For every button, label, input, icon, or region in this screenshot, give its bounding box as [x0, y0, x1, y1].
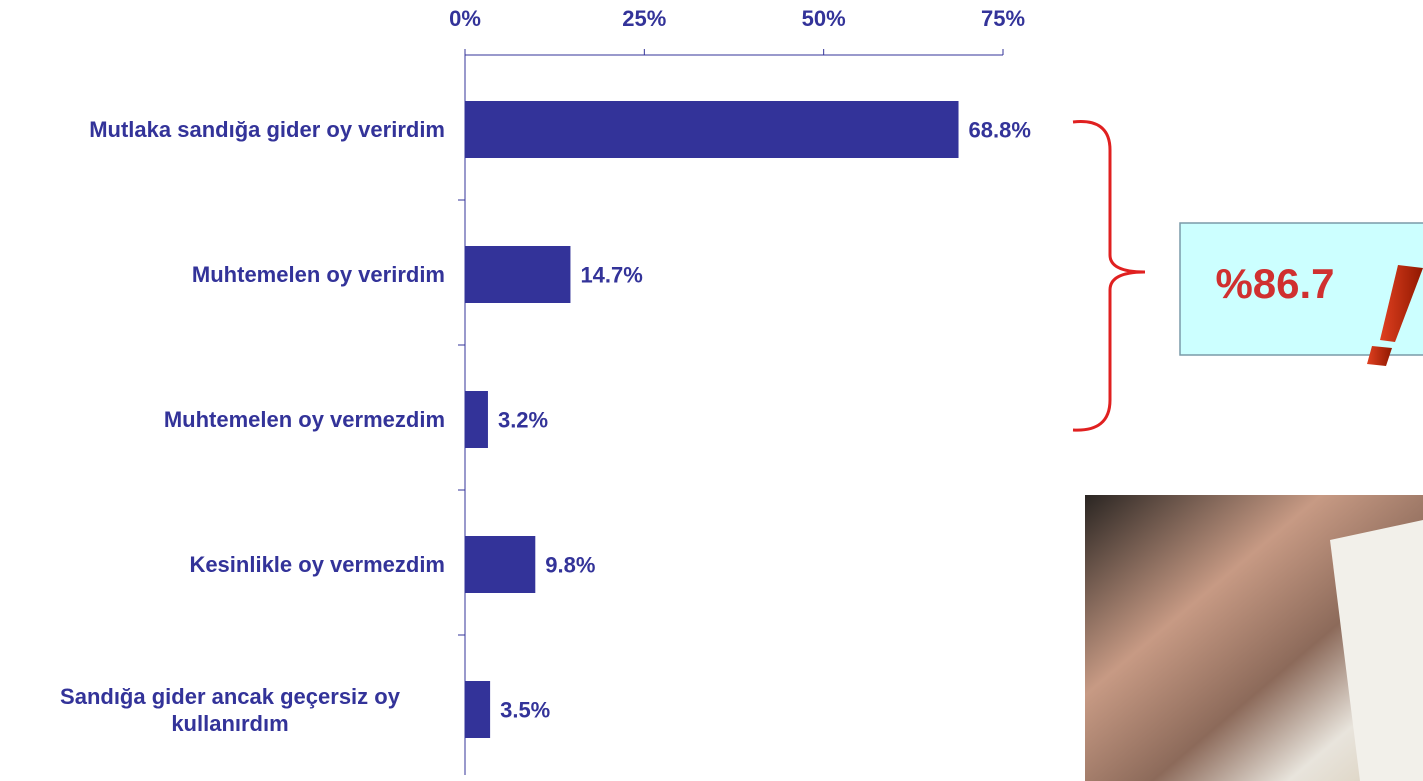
category-text: Mutlaka sandığa gider oy verirdim: [89, 117, 445, 142]
bar: [465, 681, 491, 738]
brace: [1072, 120, 1146, 432]
bar: [465, 101, 959, 158]
y-tick-label: Kesinlikle oy vermezdim: [0, 525, 445, 605]
category-text: Kesinlikle oy vermezdim: [189, 552, 445, 577]
value-label: 68.8%: [969, 117, 1031, 142]
y-tick-label: Mutlaka sandığa gider oy verirdim: [0, 90, 445, 170]
x-tick-label: 50%: [802, 6, 846, 31]
x-tick-label: 0%: [449, 6, 481, 31]
value-label: 14.7%: [580, 262, 642, 287]
y-tick-label: Sandığa gider ancak geçersiz oy kullanır…: [0, 670, 445, 750]
annotation: %86.7: [1215, 260, 1334, 307]
category-text: Muhtemelen oy vermezdim: [163, 407, 445, 432]
y-tick-label: Muhtemelen oy vermezdim: [0, 380, 445, 460]
value-label: 9.8%: [545, 552, 595, 577]
value-label: 3.5%: [500, 697, 550, 722]
photo-paper: [1330, 520, 1423, 781]
category-text: Muhtemelen oy verirdim: [191, 262, 445, 287]
bar: [465, 391, 488, 448]
exclamation-icon: [1367, 265, 1423, 366]
bar: [465, 536, 536, 593]
bar: [465, 246, 571, 303]
value-label: 3.2%: [498, 407, 548, 432]
y-tick-label: Muhtemelen oy verirdim: [0, 235, 445, 315]
x-tick-label: 25%: [622, 6, 666, 31]
x-tick-label: 75%: [981, 6, 1025, 31]
category-text: Sandığa gider ancak geçersiz oy kullanır…: [60, 683, 400, 736]
